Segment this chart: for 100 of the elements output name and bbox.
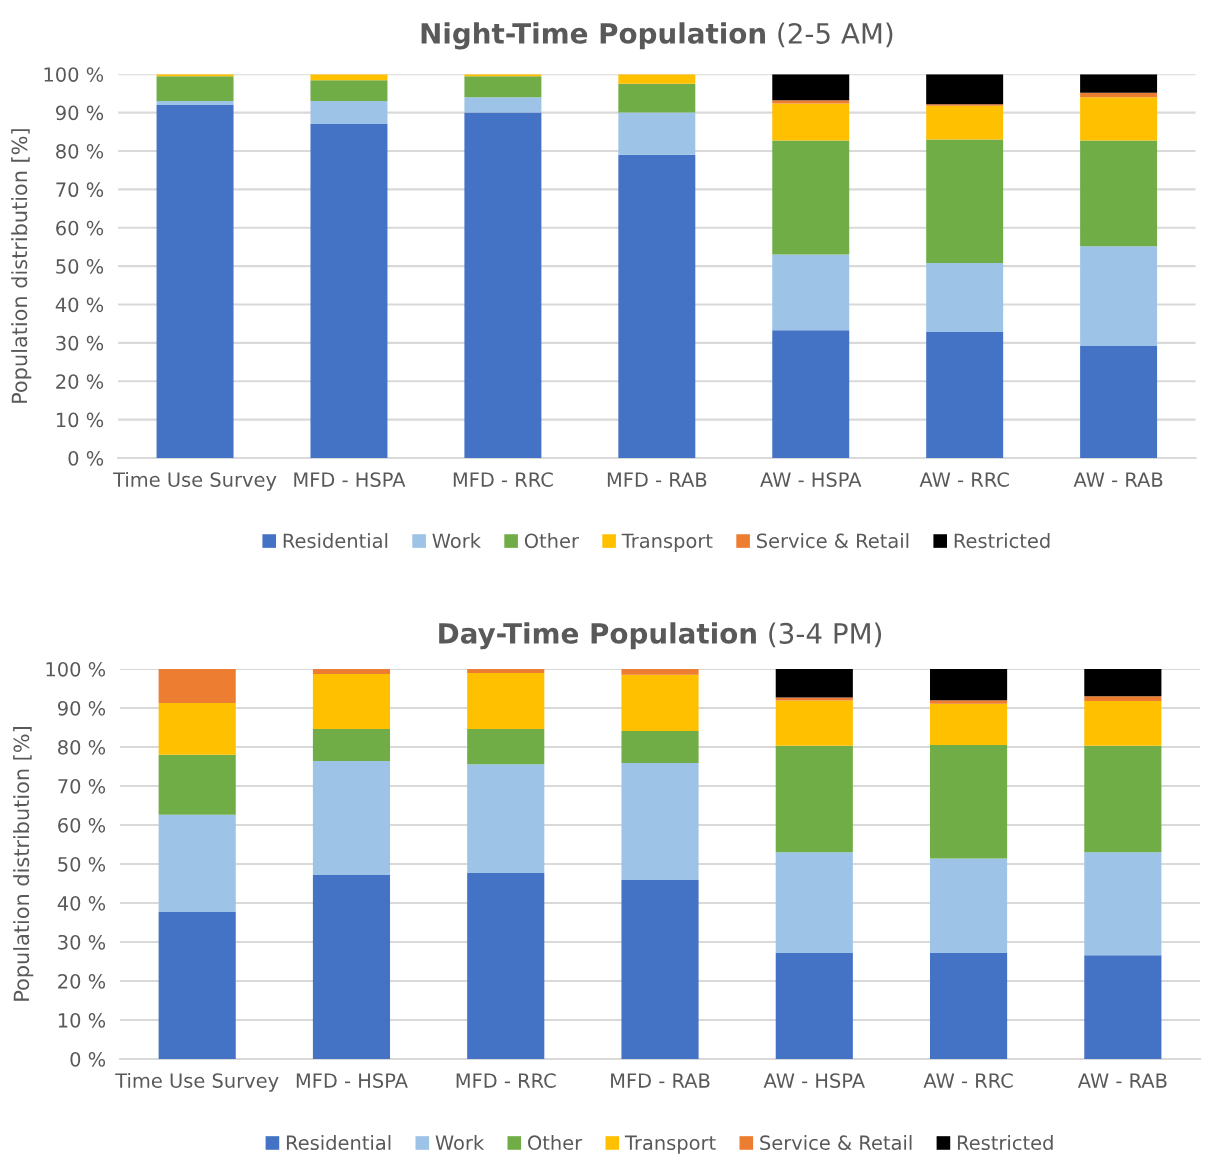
bar bbox=[772, 74, 850, 101]
legend-label: Transport bbox=[624, 1135, 716, 1154]
legend-label: Residential bbox=[286, 1135, 391, 1151]
x-tick-label: MFD - RAB bbox=[611, 1073, 710, 1088]
legend-label: Other bbox=[524, 533, 579, 549]
bar bbox=[930, 668, 1008, 701]
y-tick-label: 40 % bbox=[57, 895, 106, 911]
bar bbox=[621, 668, 699, 675]
bar bbox=[1080, 74, 1158, 93]
bar bbox=[618, 74, 696, 84]
bar bbox=[312, 874, 391, 1060]
bar bbox=[310, 101, 388, 125]
bar bbox=[775, 852, 853, 953]
bar bbox=[926, 74, 1004, 105]
bar bbox=[467, 764, 545, 873]
bar bbox=[1080, 246, 1158, 346]
bar bbox=[467, 668, 545, 673]
y-axis-title: Population distribution [%] bbox=[13, 727, 34, 1001]
y-tick-label: 10 % bbox=[58, 1012, 106, 1028]
y-tick-label: 0 % bbox=[68, 450, 104, 466]
bar bbox=[621, 674, 699, 731]
x-tick-label: AW - RRC bbox=[923, 1073, 1013, 1088]
legend-label: Restricted bbox=[954, 533, 1050, 549]
y-tick-label: 80 % bbox=[58, 739, 106, 755]
y-tick-label: 60 % bbox=[56, 220, 104, 236]
bar bbox=[621, 762, 699, 880]
bar bbox=[312, 668, 391, 675]
legend-label: Residential bbox=[283, 533, 388, 549]
y-axis-title: Population distribution [%] bbox=[11, 129, 32, 403]
y-tick-label: 30 % bbox=[56, 335, 104, 351]
legend-label: Service & Retail bbox=[760, 1135, 912, 1151]
bar bbox=[772, 103, 850, 141]
y-tick-label: 70 % bbox=[56, 182, 104, 198]
y-tick-label: 40 % bbox=[55, 297, 104, 313]
bar bbox=[1080, 140, 1158, 247]
bar bbox=[930, 700, 1008, 704]
bar bbox=[156, 104, 234, 459]
x-tick-label: AW - RRC bbox=[919, 472, 1009, 487]
bar bbox=[1084, 745, 1162, 853]
legend-label: Transport bbox=[621, 533, 713, 552]
y-tick-label: 100 % bbox=[44, 67, 104, 82]
bar bbox=[775, 697, 853, 701]
bar bbox=[930, 952, 1008, 1060]
x-tick-label: Time Use Survey bbox=[115, 1072, 279, 1092]
y-tick-label: 80 % bbox=[56, 143, 104, 159]
bar bbox=[930, 745, 1008, 859]
bar bbox=[618, 154, 696, 459]
bar bbox=[772, 254, 850, 331]
y-tick-label: 10 % bbox=[56, 412, 104, 428]
bar bbox=[158, 668, 236, 703]
legend-label: Work bbox=[435, 1135, 485, 1151]
y-tick-label: 20 % bbox=[56, 374, 104, 389]
bar bbox=[926, 332, 1004, 459]
bar bbox=[158, 702, 236, 755]
bar bbox=[621, 730, 699, 763]
bar bbox=[772, 140, 850, 255]
bar bbox=[621, 879, 699, 1060]
bar bbox=[312, 674, 391, 730]
y-tick-label: 50 % bbox=[58, 856, 106, 872]
bar bbox=[1084, 700, 1162, 746]
x-tick-label: AW - RAB bbox=[1077, 1073, 1167, 1088]
y-tick-label: 0 % bbox=[70, 1051, 106, 1067]
chart-subtitle: (3-4 PM) bbox=[769, 622, 882, 648]
bar bbox=[1084, 955, 1162, 1060]
bar bbox=[464, 97, 542, 113]
bar bbox=[1080, 97, 1158, 141]
bar bbox=[618, 83, 696, 113]
x-tick-label: AW - HSPA bbox=[763, 1073, 865, 1088]
bar bbox=[1080, 345, 1158, 459]
bar bbox=[467, 672, 545, 730]
chart-subtitle: (2-5 AM) bbox=[778, 22, 893, 48]
bar bbox=[464, 112, 542, 459]
bar bbox=[310, 80, 388, 102]
y-tick-label: 90 % bbox=[56, 105, 104, 121]
legend-label: Restricted bbox=[957, 1135, 1053, 1151]
y-tick-label: 30 % bbox=[58, 934, 106, 950]
bar bbox=[775, 745, 853, 853]
bar bbox=[156, 101, 234, 105]
bar bbox=[772, 330, 850, 459]
bar bbox=[926, 139, 1004, 264]
bar bbox=[158, 814, 236, 912]
y-tick-label: 60 % bbox=[58, 817, 106, 833]
legend-label: Other bbox=[528, 1135, 583, 1151]
x-tick-label: MFD - HSPA bbox=[296, 1073, 408, 1088]
chart-title: Night-Time Population bbox=[421, 22, 765, 50]
bar bbox=[926, 105, 1004, 140]
x-tick-label: AW - HSPA bbox=[760, 472, 862, 487]
y-tick-label: 20 % bbox=[58, 973, 106, 989]
y-tick-label: 90 % bbox=[57, 700, 106, 716]
x-tick-label: AW - RAB bbox=[1073, 472, 1163, 487]
legend-label: Service & Retail bbox=[757, 533, 909, 549]
bar bbox=[775, 700, 853, 746]
bar bbox=[618, 112, 696, 155]
bar bbox=[926, 263, 1004, 333]
x-tick-label: MFD - RRC bbox=[453, 472, 553, 487]
x-tick-label: Time Use Survey bbox=[113, 471, 277, 491]
y-tick-label: 50 % bbox=[56, 259, 104, 274]
bar bbox=[930, 858, 1008, 953]
bar bbox=[464, 76, 542, 98]
bar bbox=[772, 100, 850, 104]
